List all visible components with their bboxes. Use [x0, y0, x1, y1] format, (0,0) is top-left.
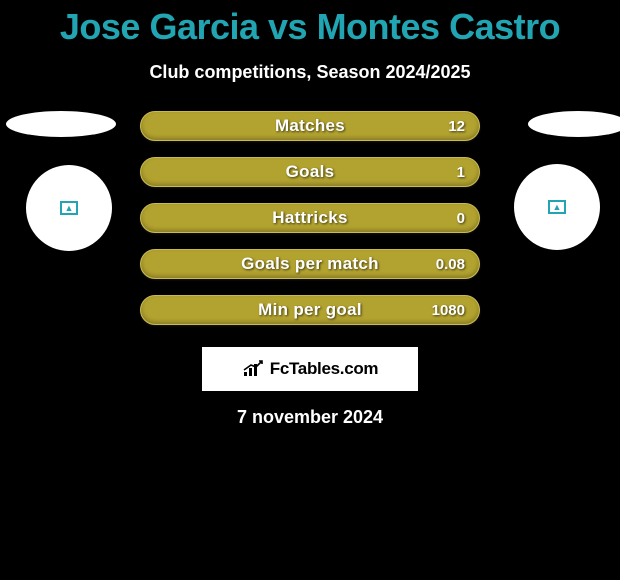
placeholder-icon: ▲ — [548, 200, 566, 214]
brand-chart-icon — [242, 360, 264, 378]
stat-bar: Min per goal 1080 — [140, 295, 480, 325]
stat-bar: Hattricks 0 — [140, 203, 480, 233]
stat-label: Goals — [141, 162, 479, 182]
stat-value: 1 — [457, 164, 465, 181]
stat-value: 0 — [457, 210, 465, 227]
stat-bar: Goals 1 — [140, 157, 480, 187]
stat-label: Matches — [141, 116, 479, 136]
subtitle: Club competitions, Season 2024/2025 — [0, 62, 620, 83]
stat-value: 0.08 — [436, 256, 465, 273]
decor-ellipse-right — [528, 111, 620, 137]
stat-value: 12 — [448, 118, 465, 135]
player-avatar-left: ▲ — [26, 165, 112, 251]
date-text: 7 november 2024 — [0, 407, 620, 428]
stat-label: Min per goal — [141, 300, 479, 320]
stat-value: 1080 — [432, 302, 465, 319]
stats-area: ▲ ▲ Matches 12 Goals 1 Hattricks 0 Goals… — [0, 111, 620, 325]
decor-ellipse-left — [6, 111, 116, 137]
placeholder-icon: ▲ — [60, 201, 78, 215]
stat-bar: Matches 12 — [140, 111, 480, 141]
stat-label: Goals per match — [141, 254, 479, 274]
stat-label: Hattricks — [141, 208, 479, 228]
stat-bar: Goals per match 0.08 — [140, 249, 480, 279]
stat-bars: Matches 12 Goals 1 Hattricks 0 Goals per… — [140, 111, 480, 325]
page-title: Jose Garcia vs Montes Castro — [0, 0, 620, 48]
player-avatar-right: ▲ — [514, 164, 600, 250]
brand-text: FcTables.com — [270, 359, 379, 379]
brand-box: FcTables.com — [202, 347, 418, 391]
